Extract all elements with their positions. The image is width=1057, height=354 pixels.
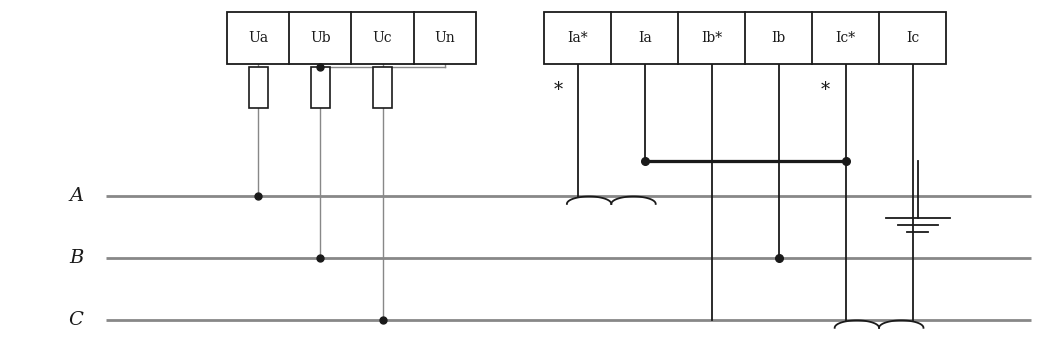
Text: Ic*: Ic* (835, 31, 856, 45)
Text: A: A (69, 188, 84, 205)
Text: Un: Un (434, 31, 455, 45)
Text: Ia: Ia (637, 31, 652, 45)
Text: Ic: Ic (906, 31, 920, 45)
Bar (227, 12, 476, 64)
Bar (544, 12, 946, 64)
Text: Ub: Ub (310, 31, 331, 45)
Bar (373, 67, 392, 108)
Text: *: * (821, 81, 830, 99)
Text: Ia*: Ia* (568, 31, 588, 45)
Text: Ib: Ib (772, 31, 785, 45)
Bar (248, 67, 267, 108)
Text: Ib*: Ib* (701, 31, 722, 45)
Text: B: B (69, 250, 84, 267)
Text: *: * (553, 81, 562, 99)
Bar (311, 67, 330, 108)
Text: Uc: Uc (373, 31, 392, 45)
Text: C: C (69, 312, 84, 329)
Text: Ua: Ua (248, 31, 268, 45)
